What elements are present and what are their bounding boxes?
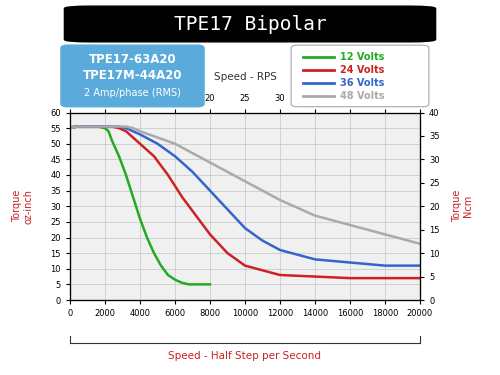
Text: TPE17 Bipolar: TPE17 Bipolar [174, 15, 326, 33]
Text: Torque
oz-inch: Torque oz-inch [12, 189, 34, 224]
Text: Speed - RPS: Speed - RPS [214, 72, 276, 82]
Text: TPE17M-44A20: TPE17M-44A20 [83, 69, 182, 82]
Text: 36 Volts: 36 Volts [340, 78, 385, 88]
Text: 24 Volts: 24 Volts [340, 65, 385, 75]
Text: 12 Volts: 12 Volts [340, 53, 385, 62]
Text: 48 Volts: 48 Volts [340, 91, 385, 101]
FancyBboxPatch shape [291, 45, 429, 107]
Text: Torque
Ncm: Torque Ncm [452, 190, 473, 222]
FancyBboxPatch shape [61, 45, 204, 107]
Text: 2 Amp/phase (RMS): 2 Amp/phase (RMS) [84, 88, 181, 98]
Text: Speed - Half Step per Second: Speed - Half Step per Second [168, 351, 322, 361]
Text: TPE17-63A20: TPE17-63A20 [88, 53, 176, 66]
FancyBboxPatch shape [64, 6, 436, 42]
